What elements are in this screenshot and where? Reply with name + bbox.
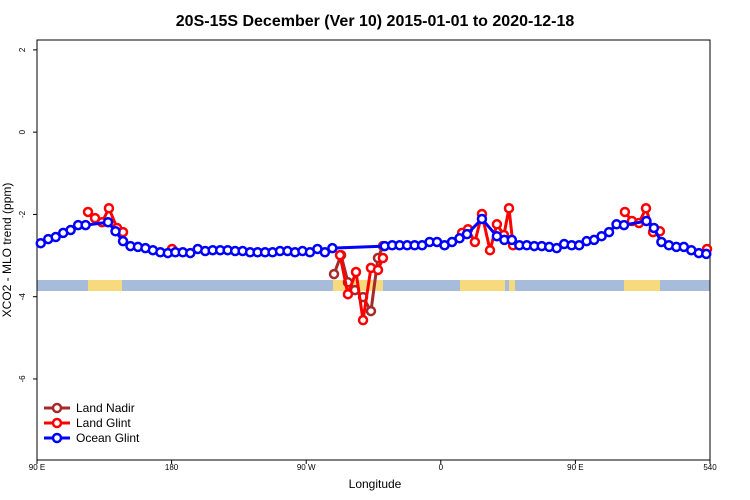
land-patch (509, 280, 515, 291)
point (506, 234, 518, 246)
legend-marker (51, 417, 63, 429)
point (377, 252, 389, 264)
point (35, 237, 46, 249)
y-tick-label: 2 (18, 47, 27, 52)
y-tick-label: -2 (18, 210, 27, 218)
x-tick-label: 180 (165, 463, 179, 472)
point (80, 219, 91, 231)
legend-label: Land Nadir (76, 401, 135, 415)
point (469, 236, 481, 248)
point (334, 249, 346, 261)
y-tick-label: -4 (18, 293, 27, 301)
point (82, 206, 94, 218)
point (461, 228, 473, 240)
point (648, 222, 660, 234)
point (185, 247, 196, 259)
point (603, 226, 615, 238)
point (573, 240, 585, 251)
point (484, 244, 496, 256)
x-axis-label: Longitude (349, 477, 402, 491)
point (503, 202, 515, 214)
x-tick-label: 90 W (297, 463, 316, 472)
point (476, 213, 488, 225)
point (117, 235, 129, 247)
land-patch (88, 280, 122, 291)
point (319, 247, 331, 258)
x-tick-label: 90 E (29, 463, 45, 472)
point (491, 219, 503, 230)
land-patch (460, 280, 505, 291)
y-tick-label: -6 (18, 375, 27, 383)
x-tick-label: 90 E (567, 463, 583, 472)
point (551, 242, 562, 254)
point (342, 288, 354, 300)
point (50, 231, 61, 243)
point (640, 202, 652, 214)
point (327, 242, 338, 254)
point (328, 268, 340, 280)
point (103, 202, 115, 214)
point (372, 264, 384, 276)
point (619, 206, 631, 218)
land-patch (624, 280, 660, 291)
y-tick-label: 0 (18, 129, 27, 134)
point (350, 266, 362, 278)
point (110, 226, 121, 237)
point (641, 215, 652, 227)
point (65, 224, 76, 236)
legend-marker (51, 402, 63, 414)
point (701, 248, 712, 260)
x-tick-label: 0 (439, 463, 444, 472)
x-tick-label: 540 (703, 463, 717, 472)
legend-marker (51, 432, 63, 444)
y-axis-label: XCO2 - MLO trend (ppm) (0, 183, 14, 318)
legend-label: Ocean Glint (76, 431, 140, 445)
point (357, 314, 369, 326)
point (618, 219, 630, 231)
point (365, 305, 377, 317)
point (454, 233, 465, 244)
chart-title: 20S-15S December (Ver 10) 2015-01-01 to … (176, 13, 575, 30)
point (102, 216, 114, 228)
point (596, 230, 607, 242)
legend-label: Land Glint (76, 416, 131, 430)
